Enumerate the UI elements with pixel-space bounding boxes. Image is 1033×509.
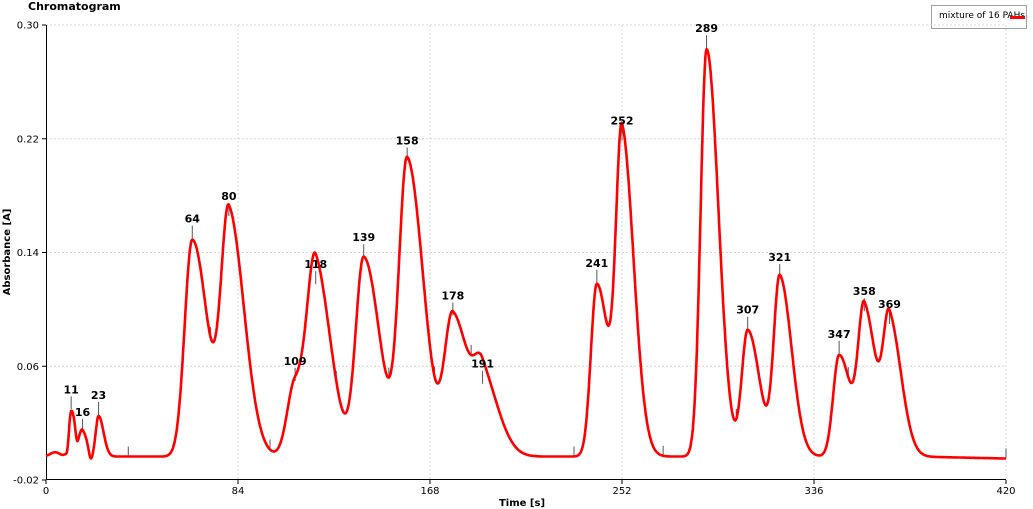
y-tick-label: 0.30 bbox=[17, 21, 39, 32]
y-tick-label: -0.02 bbox=[13, 476, 39, 487]
peak-label: 347 bbox=[828, 328, 851, 341]
axes bbox=[46, 25, 1006, 480]
x-tick-label: 0 bbox=[43, 486, 49, 497]
peak-label: 64 bbox=[185, 213, 201, 226]
peak-label: 158 bbox=[396, 135, 419, 148]
peak-label: 307 bbox=[736, 304, 759, 317]
series-line bbox=[45, 47, 1007, 460]
x-tick-label: 168 bbox=[420, 486, 439, 497]
x-tick-label: 420 bbox=[996, 486, 1015, 497]
x-tick-label: 336 bbox=[804, 486, 823, 497]
peak-label: 191 bbox=[471, 358, 494, 371]
chart-title: Chromatogram bbox=[28, 0, 121, 13]
peak-label: 11 bbox=[63, 383, 78, 396]
peak-label: 139 bbox=[352, 231, 375, 244]
y-tick-label: 0.06 bbox=[17, 362, 39, 373]
y-axis-label: Absorbance [A] bbox=[2, 209, 13, 296]
x-tick-label: 84 bbox=[232, 486, 245, 497]
peak-label: 80 bbox=[221, 190, 237, 203]
x-tick-label: 252 bbox=[612, 486, 631, 497]
peak-label: 16 bbox=[75, 406, 91, 419]
y-tick-label: 0.14 bbox=[17, 248, 39, 259]
peak-markers bbox=[70, 35, 1007, 459]
x-axis-label: Time [s] bbox=[499, 498, 545, 509]
peak-label: 369 bbox=[878, 298, 901, 311]
grid bbox=[46, 24, 1007, 480]
legend-swatch bbox=[1010, 16, 1025, 19]
peak-label: 358 bbox=[853, 285, 876, 298]
peak-label: 23 bbox=[91, 389, 106, 402]
tick-labels: 0 84 168 252 336 420 -0.02 0.06 0.14 0.22 0.30 bbox=[13, 21, 1015, 498]
peak-label: 252 bbox=[611, 115, 634, 128]
legend-series-label: mixture of 16 PAHs bbox=[939, 11, 1026, 21]
peak-label: 321 bbox=[768, 251, 791, 264]
peak-label: 178 bbox=[441, 289, 464, 302]
peak-label: 118 bbox=[304, 258, 327, 271]
peak-label: 109 bbox=[284, 355, 307, 368]
y-tick-label: 0.22 bbox=[17, 134, 39, 145]
peak-label: 241 bbox=[585, 257, 608, 270]
peak-label: 289 bbox=[695, 22, 718, 35]
